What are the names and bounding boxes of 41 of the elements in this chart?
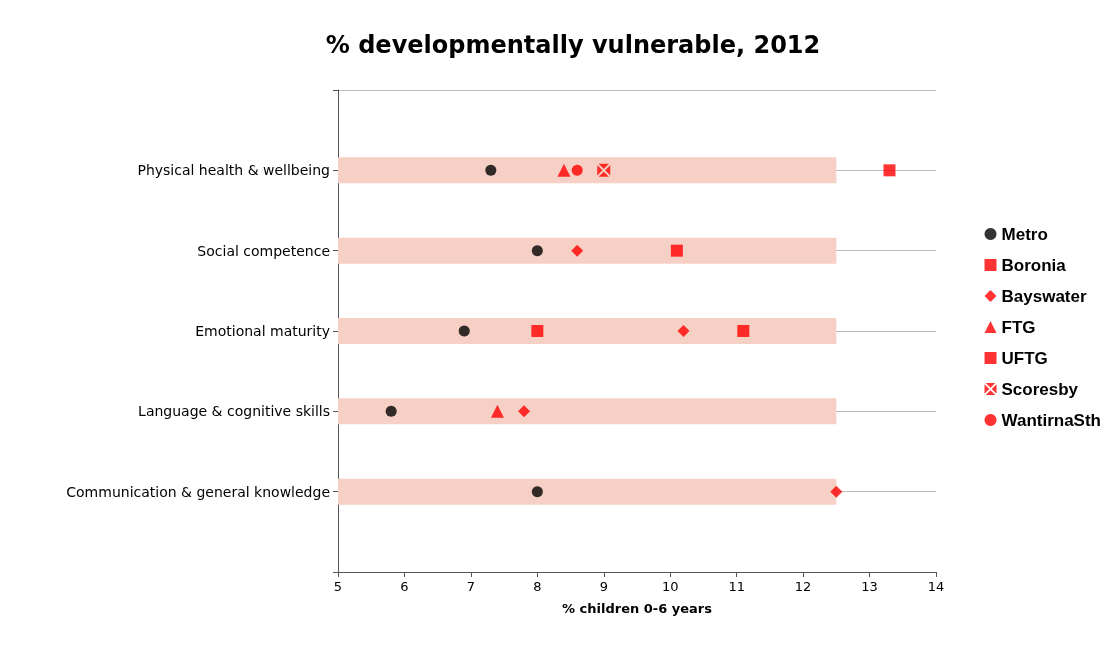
point	[385, 405, 397, 417]
point	[883, 164, 896, 177]
point	[490, 404, 504, 418]
point	[557, 163, 571, 177]
legend-label: Metro	[1001, 224, 1048, 244]
x-tick-label: 9	[599, 579, 608, 594]
x-tick-label: 8	[533, 579, 542, 594]
legend-label: WantirnaSth	[1001, 410, 1102, 430]
y-tick-label: Language & cognitive skills	[138, 403, 330, 420]
x-tick-label: 10	[661, 579, 679, 594]
point	[531, 486, 543, 498]
point	[485, 164, 497, 176]
y-tick-label: Emotional maturity	[195, 323, 330, 339]
x-tick-label: 6	[400, 579, 409, 594]
x-tick-label: 12	[794, 579, 812, 594]
legend-label: Boronia	[1001, 255, 1067, 275]
point	[531, 325, 544, 337]
point	[458, 325, 470, 337]
x-axis-title: % children 0-6 years	[562, 601, 713, 616]
x-tick-label: 7	[466, 579, 476, 594]
point	[597, 163, 611, 177]
legend-label: FTG	[1001, 317, 1036, 337]
legend-label: Bayswater	[1001, 286, 1087, 306]
x-tick-label: 13	[861, 579, 878, 594]
chart-title: % developmentally vulnerable, 2012	[325, 31, 821, 59]
legend-label: UFTG	[1001, 348, 1048, 368]
x-tick-label: 5	[333, 579, 343, 594]
point	[571, 164, 583, 176]
y-tick-label: Social competence	[197, 242, 330, 259]
point	[571, 244, 584, 257]
legend-label: Scoresby	[1001, 379, 1079, 399]
point	[830, 485, 843, 498]
y-tick-label: Communication & general knowledge	[66, 483, 330, 500]
point	[531, 245, 543, 257]
point	[737, 325, 750, 337]
x-tick-label: 14	[927, 579, 945, 594]
point	[677, 325, 690, 337]
point	[670, 244, 683, 257]
x-tick-label: 11	[728, 579, 745, 594]
y-tick-label: Physical health & wellbeing	[137, 162, 330, 179]
point	[518, 405, 531, 418]
